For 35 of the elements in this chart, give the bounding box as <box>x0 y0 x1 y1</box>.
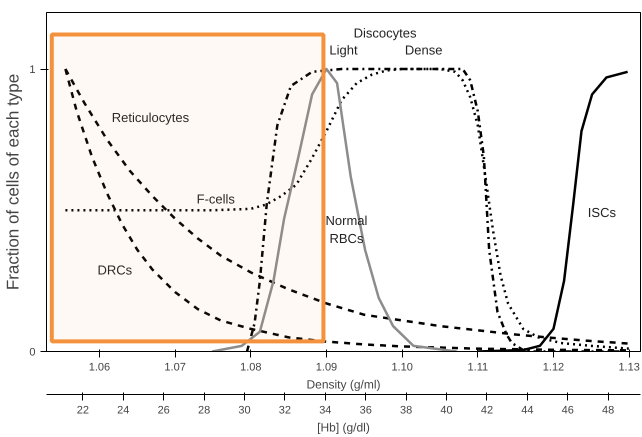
annotation: Normal RBCs <box>326 212 368 246</box>
y-axis-title: Fraction of cells of each type <box>3 74 22 290</box>
x2-tick-label: 40 <box>440 404 453 416</box>
x2-tick-label: 30 <box>238 404 251 416</box>
annotation: F-cells <box>196 191 236 206</box>
x-tick-label: 1.12 <box>542 362 564 374</box>
x-tick-label: 1.07 <box>164 362 186 374</box>
annotation: DRCs <box>97 262 133 278</box>
annotation: ISCs <box>588 205 616 220</box>
x-tick-label: 1.11 <box>468 362 488 374</box>
y-tick-label: 0 <box>29 346 36 358</box>
x2-axis-title: [Hb] (g/dl) <box>317 420 370 434</box>
x2-tick-label: 46 <box>562 404 574 416</box>
x2-tick-label: 34 <box>319 404 332 416</box>
x2-tick-label: 28 <box>198 404 210 416</box>
x2-tick-label: 42 <box>480 404 494 416</box>
x2-tick-label: 44 <box>521 404 534 416</box>
x2-tick-label: 48 <box>602 404 614 416</box>
x-tick-label: 1.10 <box>391 362 413 374</box>
x2-tick-label: 24 <box>117 404 130 416</box>
annotation: Discocytes <box>354 25 418 40</box>
x-tick-label: 1.09 <box>316 362 338 374</box>
x-tick-label: 1.13 <box>618 362 640 374</box>
x2-tick-label: 22 <box>76 404 89 416</box>
x2-tick-label: 36 <box>360 404 372 416</box>
annotation: Reticulocytes <box>112 110 190 126</box>
annotation: Dense <box>404 42 442 58</box>
x-axis-title: Density (g/ml) <box>306 378 381 392</box>
x2-tick-label: 32 <box>278 404 292 416</box>
x2-tick-label: 38 <box>400 404 412 416</box>
annotation: Light <box>329 42 358 58</box>
x-tick-label: 1.06 <box>88 362 110 374</box>
x-tick-label: 1.08 <box>240 362 262 374</box>
x2-tick-label: 26 <box>158 404 170 416</box>
y-tick-label: 1 <box>29 64 36 76</box>
